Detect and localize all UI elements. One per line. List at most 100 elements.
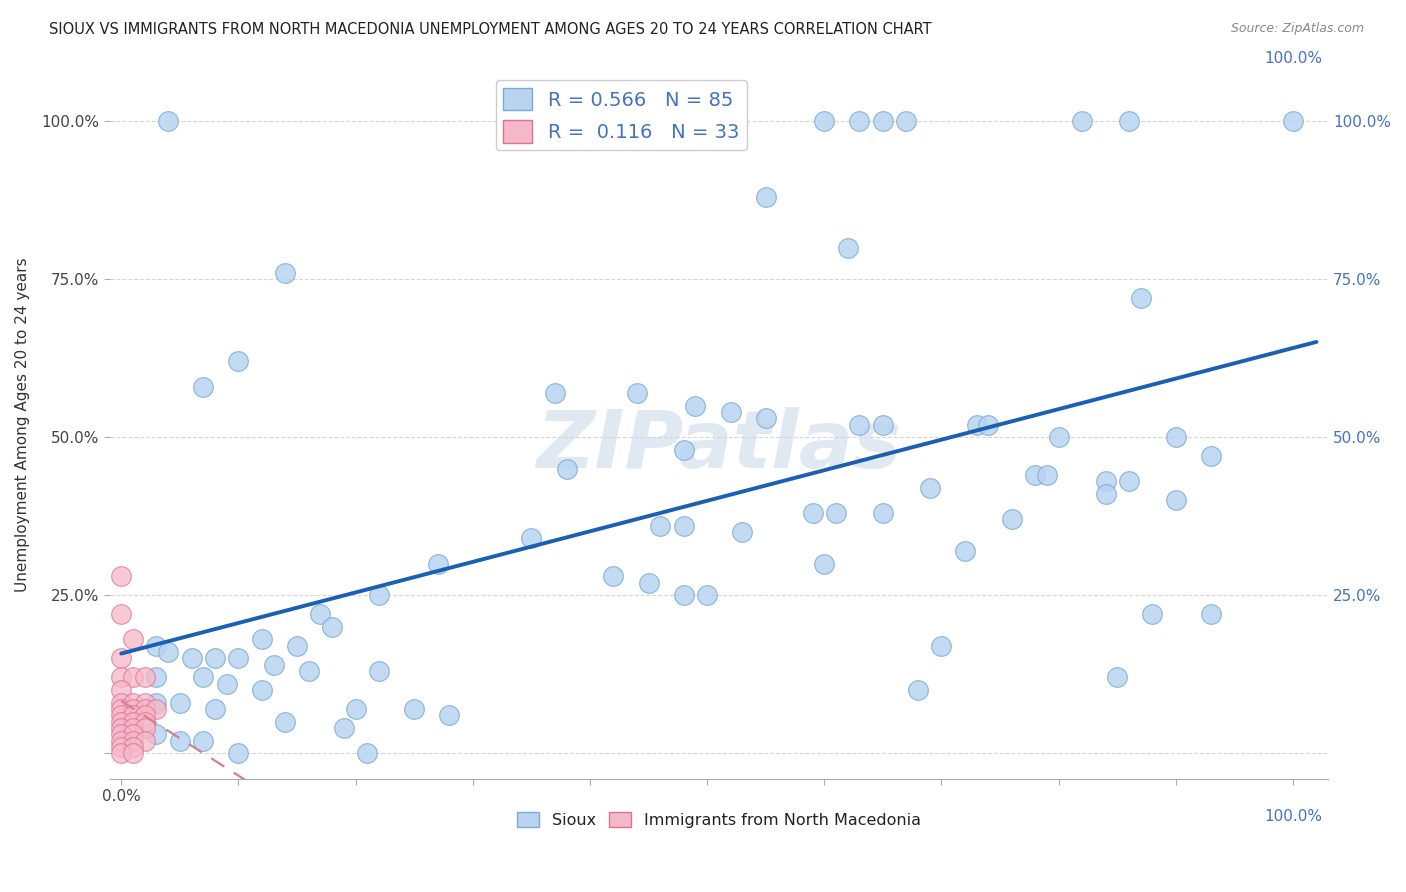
Point [145, 696, 167, 710]
Point [1164, 430, 1187, 444]
Point [813, 114, 835, 128]
Point [931, 639, 953, 653]
Point [731, 524, 754, 539]
Point [344, 702, 367, 716]
Point [122, 708, 145, 723]
Point [110, 670, 132, 684]
Point [110, 746, 132, 760]
Point [1129, 291, 1152, 305]
Legend: Sioux, Immigrants from North Macedonia: Sioux, Immigrants from North Macedonia [510, 805, 928, 834]
Point [825, 506, 848, 520]
Point [274, 714, 297, 729]
Point [110, 714, 132, 729]
Point [134, 702, 156, 716]
Point [228, 746, 250, 760]
Point [801, 506, 824, 520]
Point [1164, 493, 1187, 508]
Point [896, 114, 918, 128]
Point [110, 739, 132, 754]
Point [813, 557, 835, 571]
Point [145, 670, 167, 684]
Point [1282, 114, 1305, 128]
Point [122, 670, 145, 684]
Point [872, 417, 894, 432]
Point [602, 569, 624, 583]
Point [907, 683, 929, 698]
Point [1094, 475, 1116, 489]
Point [368, 588, 391, 602]
Point [122, 714, 145, 729]
Point [110, 727, 132, 741]
Point [145, 702, 167, 716]
Point [274, 266, 297, 280]
Point [1199, 607, 1222, 622]
Point [122, 702, 145, 716]
Point [333, 721, 356, 735]
Point [228, 354, 250, 368]
Point [1071, 114, 1094, 128]
Point [193, 670, 215, 684]
Point [122, 632, 145, 647]
Point [110, 651, 132, 665]
Y-axis label: Unemployment Among Ages 20 to 24 years: Unemployment Among Ages 20 to 24 years [15, 257, 30, 592]
Point [918, 481, 941, 495]
Point [180, 651, 202, 665]
Point [356, 746, 378, 760]
Point [110, 733, 132, 747]
Point [110, 696, 132, 710]
Point [626, 386, 648, 401]
Text: 100.0%: 100.0% [1264, 809, 1322, 824]
Point [1142, 607, 1164, 622]
Point [169, 696, 191, 710]
Point [134, 696, 156, 710]
Point [321, 620, 343, 634]
Point [110, 569, 132, 583]
Point [110, 607, 132, 622]
Point [439, 708, 461, 723]
Point [1036, 468, 1059, 483]
Point [1001, 512, 1024, 526]
Text: SIOUX VS IMMIGRANTS FROM NORTH MACEDONIA UNEMPLOYMENT AMONG AGES 20 TO 24 YEARS : SIOUX VS IMMIGRANTS FROM NORTH MACEDONIA… [49, 22, 932, 37]
Point [1118, 475, 1140, 489]
Point [193, 733, 215, 747]
Text: Source: ZipAtlas.com: Source: ZipAtlas.com [1230, 22, 1364, 36]
Point [110, 683, 132, 698]
Point [122, 739, 145, 754]
Point [122, 727, 145, 741]
Point [1024, 468, 1046, 483]
Point [193, 379, 215, 393]
Point [848, 114, 870, 128]
Point [263, 657, 285, 672]
Point [685, 399, 707, 413]
Point [672, 442, 695, 457]
Point [122, 696, 145, 710]
Point [228, 651, 250, 665]
Point [285, 639, 308, 653]
Point [215, 677, 238, 691]
Point [250, 632, 273, 647]
Point [110, 721, 132, 735]
Point [309, 607, 332, 622]
Point [555, 462, 578, 476]
Point [672, 588, 695, 602]
Point [134, 733, 156, 747]
Point [837, 241, 859, 255]
Point [672, 518, 695, 533]
Point [1047, 430, 1070, 444]
Point [145, 639, 167, 653]
Point [953, 544, 976, 558]
Point [755, 411, 778, 425]
Text: ZIPatlas: ZIPatlas [536, 407, 901, 484]
Point [122, 746, 145, 760]
Point [520, 532, 543, 546]
Point [966, 417, 988, 432]
Point [872, 114, 894, 128]
Point [404, 702, 426, 716]
Point [544, 386, 567, 401]
Point [122, 733, 145, 747]
Point [134, 708, 156, 723]
Point [1118, 114, 1140, 128]
Point [110, 702, 132, 716]
Point [298, 664, 321, 678]
Point [720, 405, 742, 419]
